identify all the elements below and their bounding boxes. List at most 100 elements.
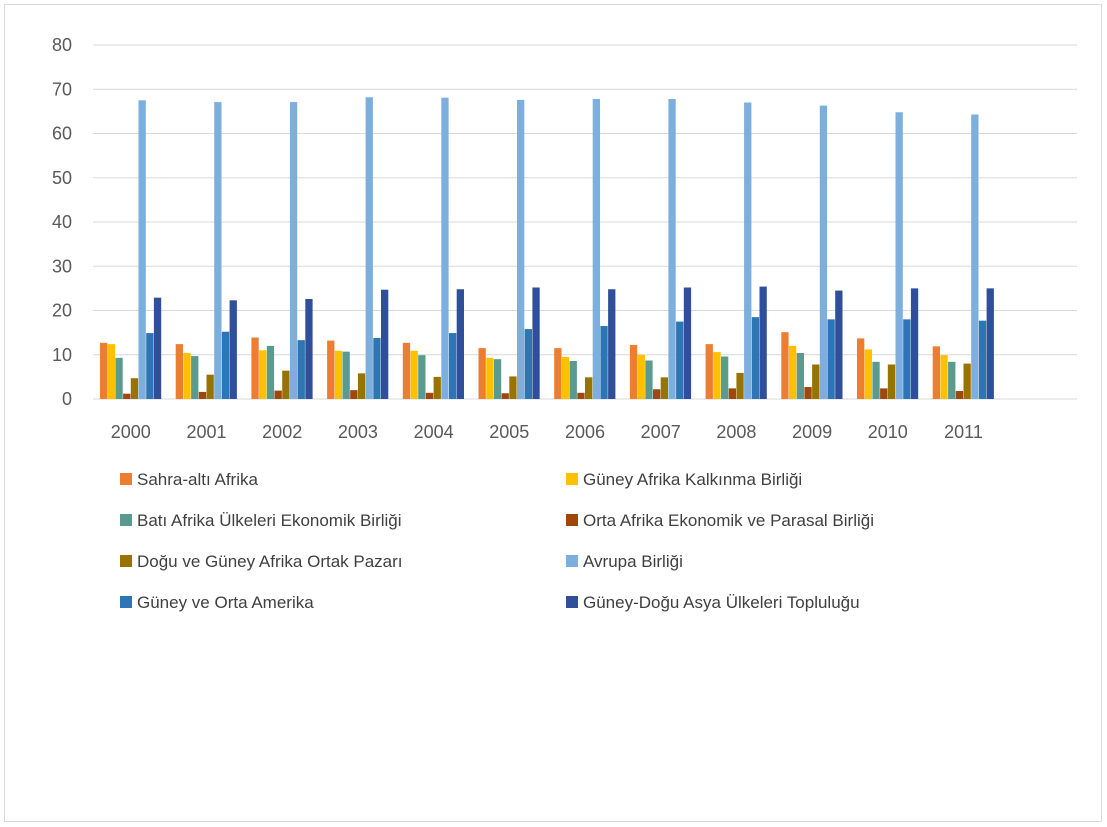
bar <box>221 331 230 399</box>
x-tick-label: 2005 <box>489 422 529 442</box>
bar <box>668 98 676 400</box>
bar <box>478 348 486 399</box>
legend-label: Güney-Doğu Asya Ülkeleri Topluluğu <box>583 593 860 612</box>
bar <box>569 360 577 399</box>
bar <box>812 364 820 399</box>
y-tick-label: 0 <box>62 389 72 409</box>
bar <box>744 102 752 400</box>
bar <box>577 392 585 399</box>
y-tick-label: 60 <box>52 124 72 144</box>
bar <box>804 387 812 399</box>
legend-swatch <box>120 473 132 485</box>
bar <box>100 342 108 399</box>
bar <box>449 333 457 399</box>
legend-swatch <box>120 514 132 526</box>
legend-label: Güney Afrika Kalkınma Birliği <box>583 470 802 489</box>
bar <box>373 337 381 399</box>
bar <box>259 350 267 399</box>
bar <box>433 376 441 399</box>
bar <box>146 333 154 399</box>
bar <box>963 363 971 399</box>
bar <box>554 348 562 399</box>
x-tick-label: 2000 <box>111 422 151 442</box>
bar <box>759 286 767 399</box>
y-tick-label: 30 <box>52 256 72 276</box>
bar <box>266 345 275 399</box>
bar <box>789 345 797 399</box>
bar <box>629 345 638 399</box>
bar <box>517 99 525 400</box>
legend-swatch <box>566 555 578 567</box>
x-tick-label: 2009 <box>792 422 832 442</box>
x-tick-label: 2004 <box>414 422 454 442</box>
bar <box>645 360 653 399</box>
bar <box>895 112 903 399</box>
legend-swatch <box>120 555 132 567</box>
bar <box>509 376 517 399</box>
bar <box>229 300 237 399</box>
bar <box>781 332 789 399</box>
legend-swatch <box>566 596 578 608</box>
bar <box>130 378 139 399</box>
bar <box>138 100 146 399</box>
bar <box>971 114 979 399</box>
bar <box>524 329 532 399</box>
bar <box>955 391 964 399</box>
bar <box>282 370 290 399</box>
bar <box>107 344 115 399</box>
bar <box>835 290 843 399</box>
bar <box>357 373 366 399</box>
bar <box>402 342 411 399</box>
bar <box>297 340 305 399</box>
x-tick-label: 2001 <box>186 422 226 442</box>
x-tick-label: 2007 <box>641 422 681 442</box>
y-tick-label: 70 <box>52 79 72 99</box>
bar <box>334 350 343 399</box>
bar <box>910 288 919 399</box>
bar <box>456 289 464 399</box>
bar <box>342 351 350 399</box>
legend-swatch <box>120 596 132 608</box>
bar <box>721 356 729 399</box>
bar <box>978 320 987 399</box>
bar <box>532 287 540 399</box>
bar <box>676 321 684 399</box>
bar <box>683 287 692 399</box>
bar <box>381 289 389 399</box>
bar <box>713 352 721 399</box>
bar <box>948 361 956 399</box>
bar <box>214 102 222 400</box>
bar <box>857 338 865 399</box>
legend-swatch <box>566 473 578 485</box>
bar <box>903 319 911 399</box>
y-tick-label: 50 <box>52 168 72 188</box>
x-tick-label: 2011 <box>944 422 983 442</box>
x-axis-ticks: 2000 2001 2002 2003 2004 2005 2006 2007 2008 2009… <box>111 422 983 442</box>
bar <box>660 377 668 399</box>
bar <box>123 393 131 399</box>
bar <box>600 325 608 399</box>
bar <box>872 361 880 399</box>
bar <box>501 393 509 399</box>
bar <box>441 97 449 399</box>
bar <box>932 346 940 399</box>
bar <box>115 357 123 399</box>
legend: Sahra-altı Afrika Güney Afrika Kalkınma B… <box>120 470 874 612</box>
x-tick-label: 2003 <box>338 422 378 442</box>
bar <box>191 356 199 399</box>
legend-label: Doğu ve Güney Afrika Ortak Pazarı <box>137 552 403 571</box>
bar <box>864 349 872 399</box>
x-tick-label: 2006 <box>565 422 605 442</box>
bar <box>608 289 616 399</box>
bar <box>425 392 434 399</box>
bar <box>986 288 994 399</box>
bar <box>585 377 593 399</box>
y-tick-label: 40 <box>52 212 72 232</box>
bar <box>183 352 191 399</box>
bar <box>705 344 713 399</box>
bar <box>198 391 207 399</box>
bar <box>350 390 358 399</box>
bar <box>493 359 502 399</box>
bar <box>486 357 494 399</box>
bar <box>653 389 661 399</box>
